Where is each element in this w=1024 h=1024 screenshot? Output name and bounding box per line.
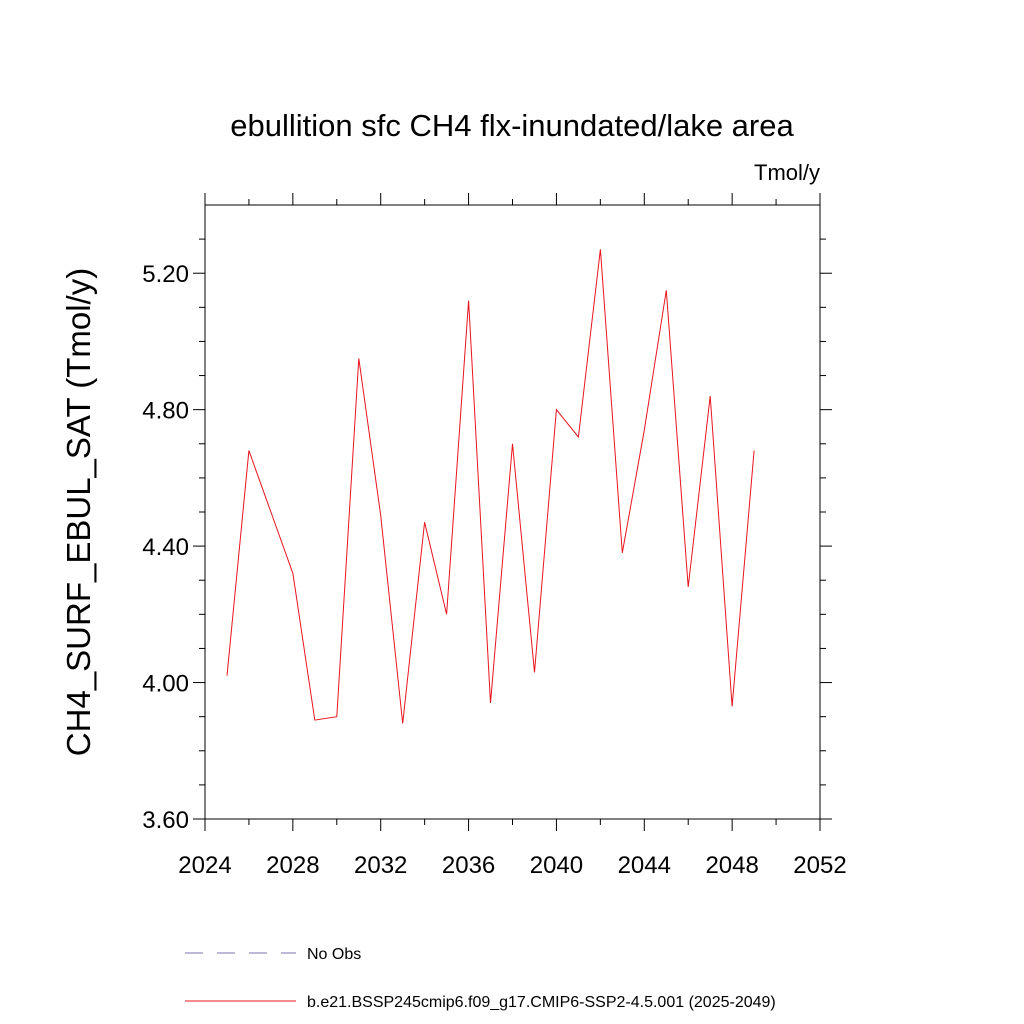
x-tick-label-2: 2032 bbox=[354, 852, 407, 879]
plot-frame bbox=[204, 204, 821, 820]
y-axis-tick-labels: 3.60 4.00 4.40 4.80 5.20 bbox=[142, 261, 189, 834]
y-tick-label-3: 4.80 bbox=[142, 398, 189, 425]
legend-label-no-obs: No Obs bbox=[307, 946, 361, 963]
series-layer bbox=[226, 249, 755, 724]
legend: No Obs b.e21.BSSP245cmip6.f09_g17.CMIP6-… bbox=[185, 946, 776, 1011]
x-axis-ticks bbox=[204, 193, 821, 831]
y-tick-label-2: 4.40 bbox=[142, 534, 189, 561]
y-axis-ticks bbox=[193, 272, 832, 820]
x-tick-label-6: 2048 bbox=[705, 852, 758, 879]
x-axis-tick-labels: 2024 2028 2032 2036 2040 2044 2048 2052 bbox=[178, 852, 846, 879]
y-tick-label-4: 5.20 bbox=[142, 261, 189, 288]
x-tick-label-5: 2044 bbox=[618, 852, 671, 879]
x-tick-label-4: 2040 bbox=[530, 852, 583, 879]
y-axis-label: CH4_SURF_EBUL_SAT (Tmol/y) bbox=[60, 268, 97, 756]
legend-label-model-run: b.e21.BSSP245cmip6.f09_g17.CMIP6-SSP2-4.… bbox=[307, 994, 776, 1011]
x-tick-label-1: 2028 bbox=[266, 852, 319, 879]
y-tick-label-1: 4.00 bbox=[142, 671, 189, 698]
minor-ticks bbox=[199, 199, 826, 825]
x-tick-label-0: 2024 bbox=[178, 852, 231, 879]
y-tick-label-0: 3.60 bbox=[142, 807, 189, 834]
series-line-1 bbox=[226, 249, 755, 724]
x-tick-label-3: 2036 bbox=[442, 852, 495, 879]
chart-units: Tmol/y bbox=[754, 160, 820, 185]
x-tick-label-7: 2052 bbox=[793, 852, 846, 879]
chart-title: ebullition sfc CH4 flx-inundated/lake ar… bbox=[230, 108, 794, 143]
